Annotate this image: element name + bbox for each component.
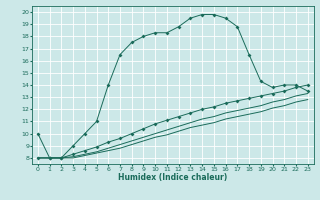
X-axis label: Humidex (Indice chaleur): Humidex (Indice chaleur) [118,173,228,182]
